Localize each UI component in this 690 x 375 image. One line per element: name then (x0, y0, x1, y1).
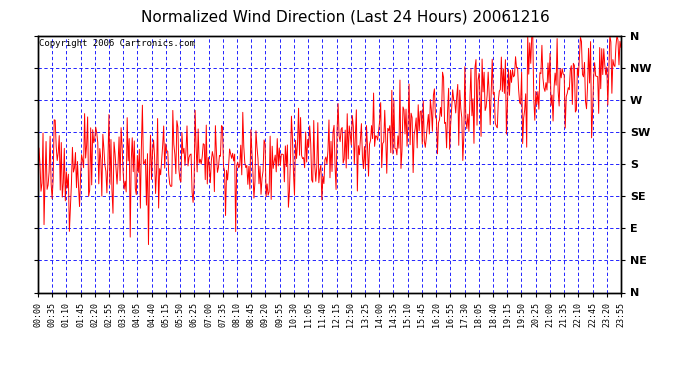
Text: Copyright 2006 Cartronics.com: Copyright 2006 Cartronics.com (39, 39, 195, 48)
Text: Normalized Wind Direction (Last 24 Hours) 20061216: Normalized Wind Direction (Last 24 Hours… (141, 9, 549, 24)
